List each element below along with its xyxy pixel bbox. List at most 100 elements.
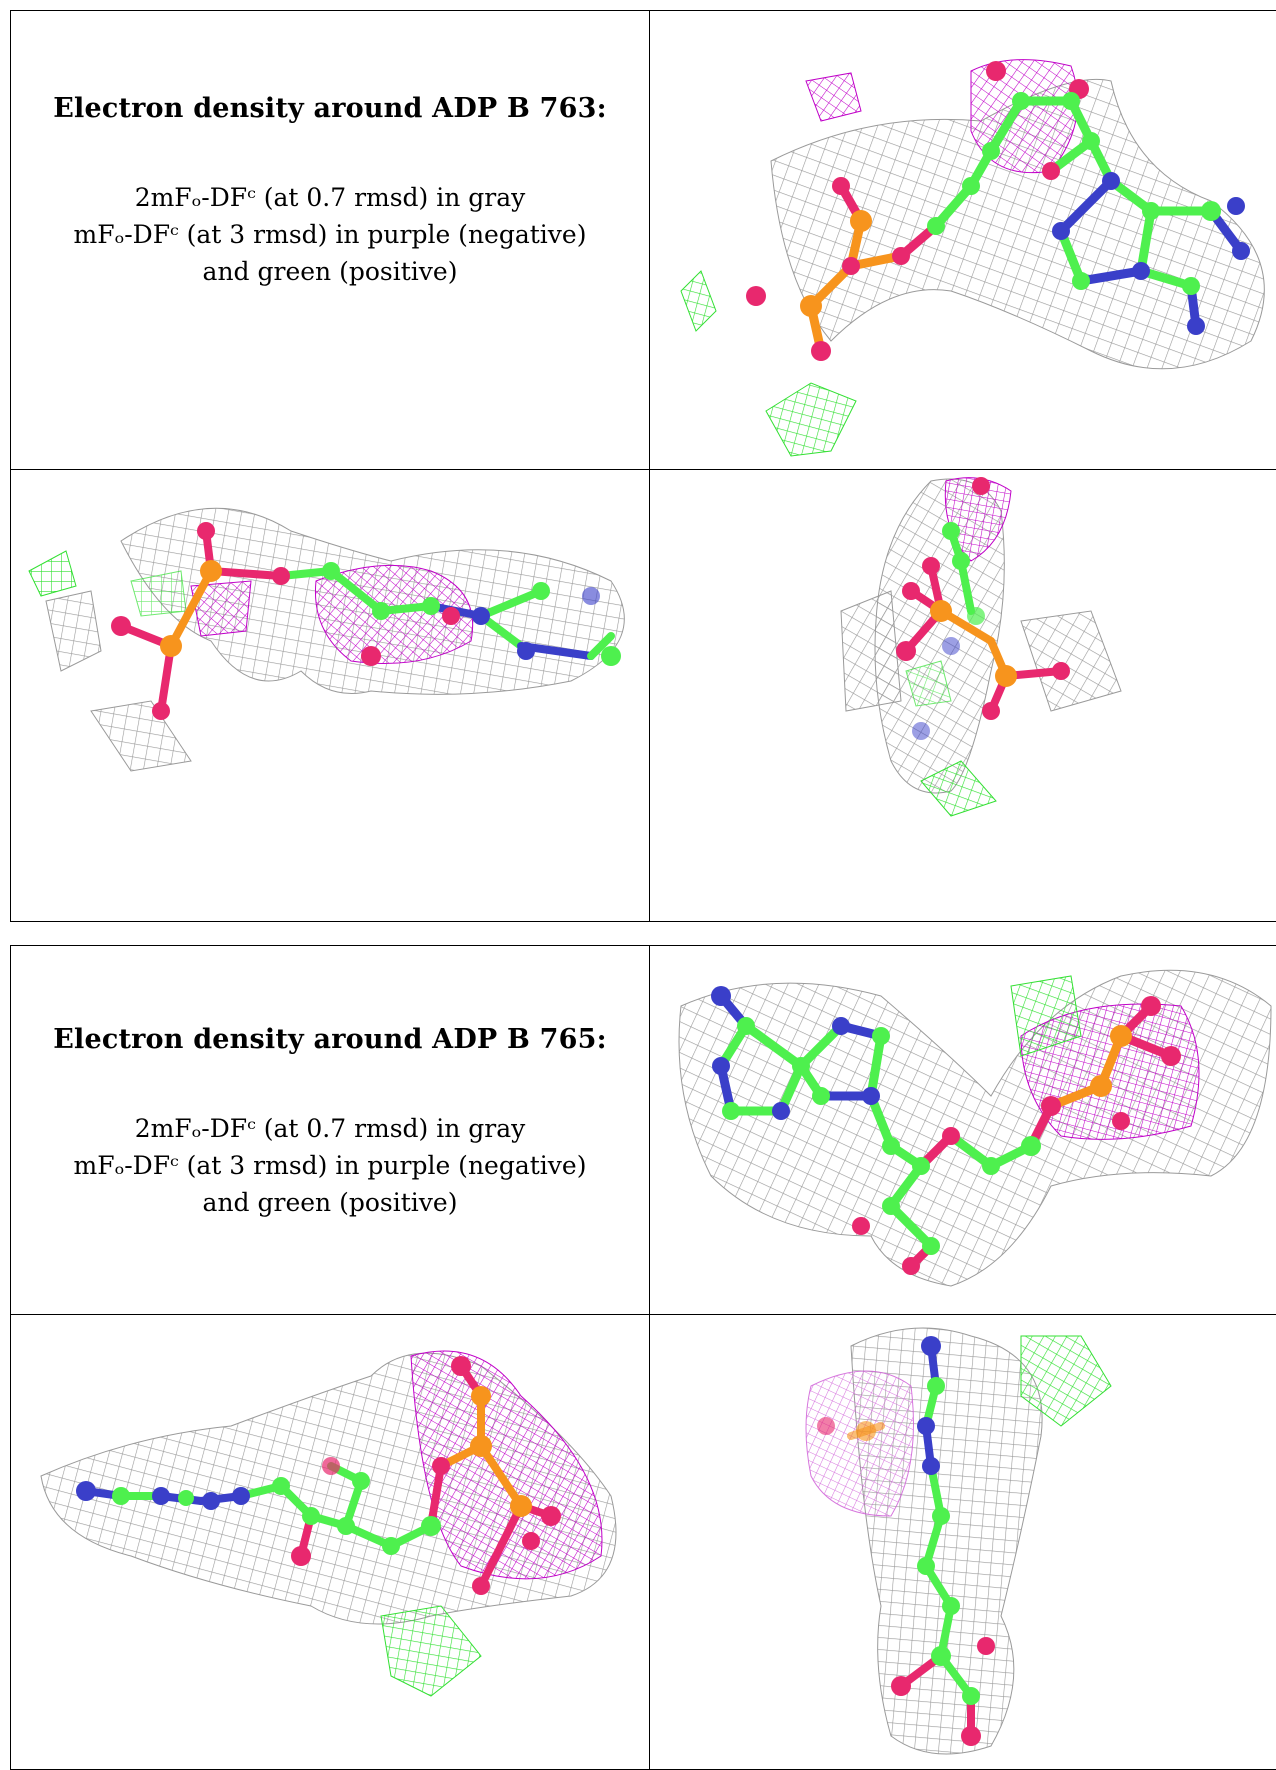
atom-oxygen [1112,1112,1130,1130]
atom-carbon [352,1472,370,1490]
gray-mesh-small [90,700,192,772]
atom-phosphorus [160,635,182,657]
atom-phosphorus [995,665,1017,687]
atom-nitrogen [917,1417,935,1435]
density-view-bottom-right [805,1327,1112,1755]
atom-carbon [337,1517,355,1535]
atom-carbon [1072,272,1090,290]
adp-atoms [76,1356,561,1595]
atom-carbon [1182,277,1200,295]
atom-carbon [737,1017,755,1035]
atom-carbon [1012,92,1030,110]
panel-adp-b-765: Electron density around ADP B 765: 2mFₒ-… [10,945,1276,1770]
atom-carbon [967,607,985,625]
atom-carbon [942,1597,960,1615]
atom-nitrogen [1187,317,1205,335]
green-mesh [1010,975,1082,1057]
column-divider [649,11,650,921]
legend-line-3: and green (positive) [202,1188,458,1217]
atom-nitrogen [76,1481,96,1501]
atom-phosphorus [470,1435,492,1457]
atom-carbon [1201,201,1221,221]
atom-nitrogen [862,1087,880,1105]
atom-oxygen [1161,1046,1181,1066]
legend-line-1: 2mFₒ-DFᶜ (at 0.7 rmsd) in gray [134,1114,526,1143]
density-view-bottom-left [28,507,625,772]
atom-carbon [952,552,970,570]
adp-atoms [111,522,621,720]
atom-carbon [882,1197,900,1215]
atom-oxygen [1052,662,1070,680]
atom-phosphorus [471,1386,491,1406]
green-mesh-left [28,550,77,597]
atom-carbon [601,646,621,666]
adp-atoms [896,477,1070,740]
atom-oxygen [432,1457,450,1475]
green-mesh-bottom [920,760,997,817]
atom-oxygen [817,1417,835,1435]
atom-oxygen [811,341,831,361]
atom-oxygen [842,257,860,275]
atom-oxygen [746,286,766,306]
atom-phosphorus [800,295,822,317]
atom-carbon [931,1646,951,1666]
green-mesh-bottom [765,382,857,457]
atom-carbon [421,1516,441,1536]
adp-atoms [711,986,1181,1275]
atom-carbon [422,597,440,615]
atom-oxygen [1041,1096,1061,1116]
atom-nitrogen [582,587,600,605]
atom-carbon [962,1687,980,1705]
atom-carbon [812,1087,830,1105]
green-mesh-left [680,270,717,332]
atom-nitrogen [472,607,490,625]
adp-atoms [746,61,1250,361]
atom-carbon [917,1557,935,1575]
purple-mesh-blob [805,1370,914,1517]
legend-line-3: and green (positive) [202,257,458,286]
atom-carbon [272,1477,290,1495]
atom-nitrogen [1132,262,1150,280]
atom-carbon [722,1102,740,1120]
atom-oxygen [892,247,910,265]
atom-carbon [872,1027,890,1045]
atom-carbon [792,1057,810,1075]
atom-nitrogen [152,1487,170,1505]
gray-mesh-side [840,590,902,712]
panel-title: Electron density around ADP B 763: [53,93,607,124]
atom-oxygen [451,1356,471,1376]
atom-oxygen [361,646,381,666]
atom-carbon [1142,202,1160,220]
atom-oxygen [472,1577,490,1595]
purple-mesh-small [190,580,252,637]
atom-carbon [112,1487,130,1505]
atom-carbon [1062,92,1080,110]
atom-phosphorus [850,210,872,232]
atom-nitrogen [712,1057,730,1075]
atom-phosphorus [856,1421,876,1441]
atom-nitrogen [1232,242,1250,260]
atom-carbon [322,562,340,580]
green-mesh-bottom [380,1605,482,1697]
green-mesh-small [905,660,952,707]
atom-oxygen [832,177,850,195]
atom-phosphorus [1110,1025,1132,1047]
atom-oxygen [272,567,290,585]
atom-oxygen [977,1637,995,1655]
panel-adp-b-763: Electron density around ADP B 763: 2mFₒ-… [10,10,1276,922]
atom-nitrogen [942,637,960,655]
density-view-bottom-left [40,1350,617,1697]
atom-oxygen [961,1726,981,1746]
atom-phosphorus [510,1495,532,1517]
atom-carbon [1082,132,1100,150]
green-mesh [1020,1335,1112,1427]
atom-oxygen [541,1506,561,1526]
atom-carbon [922,1237,940,1255]
panel-title: Electron density around ADP B 765: [53,1024,607,1055]
atom-carbon [932,1507,950,1525]
atom-phosphorus [1090,1075,1112,1097]
atom-carbon [942,522,960,540]
atom-phosphorus [930,600,952,622]
atom-nitrogen [711,986,731,1006]
row-divider [11,1314,1276,1315]
